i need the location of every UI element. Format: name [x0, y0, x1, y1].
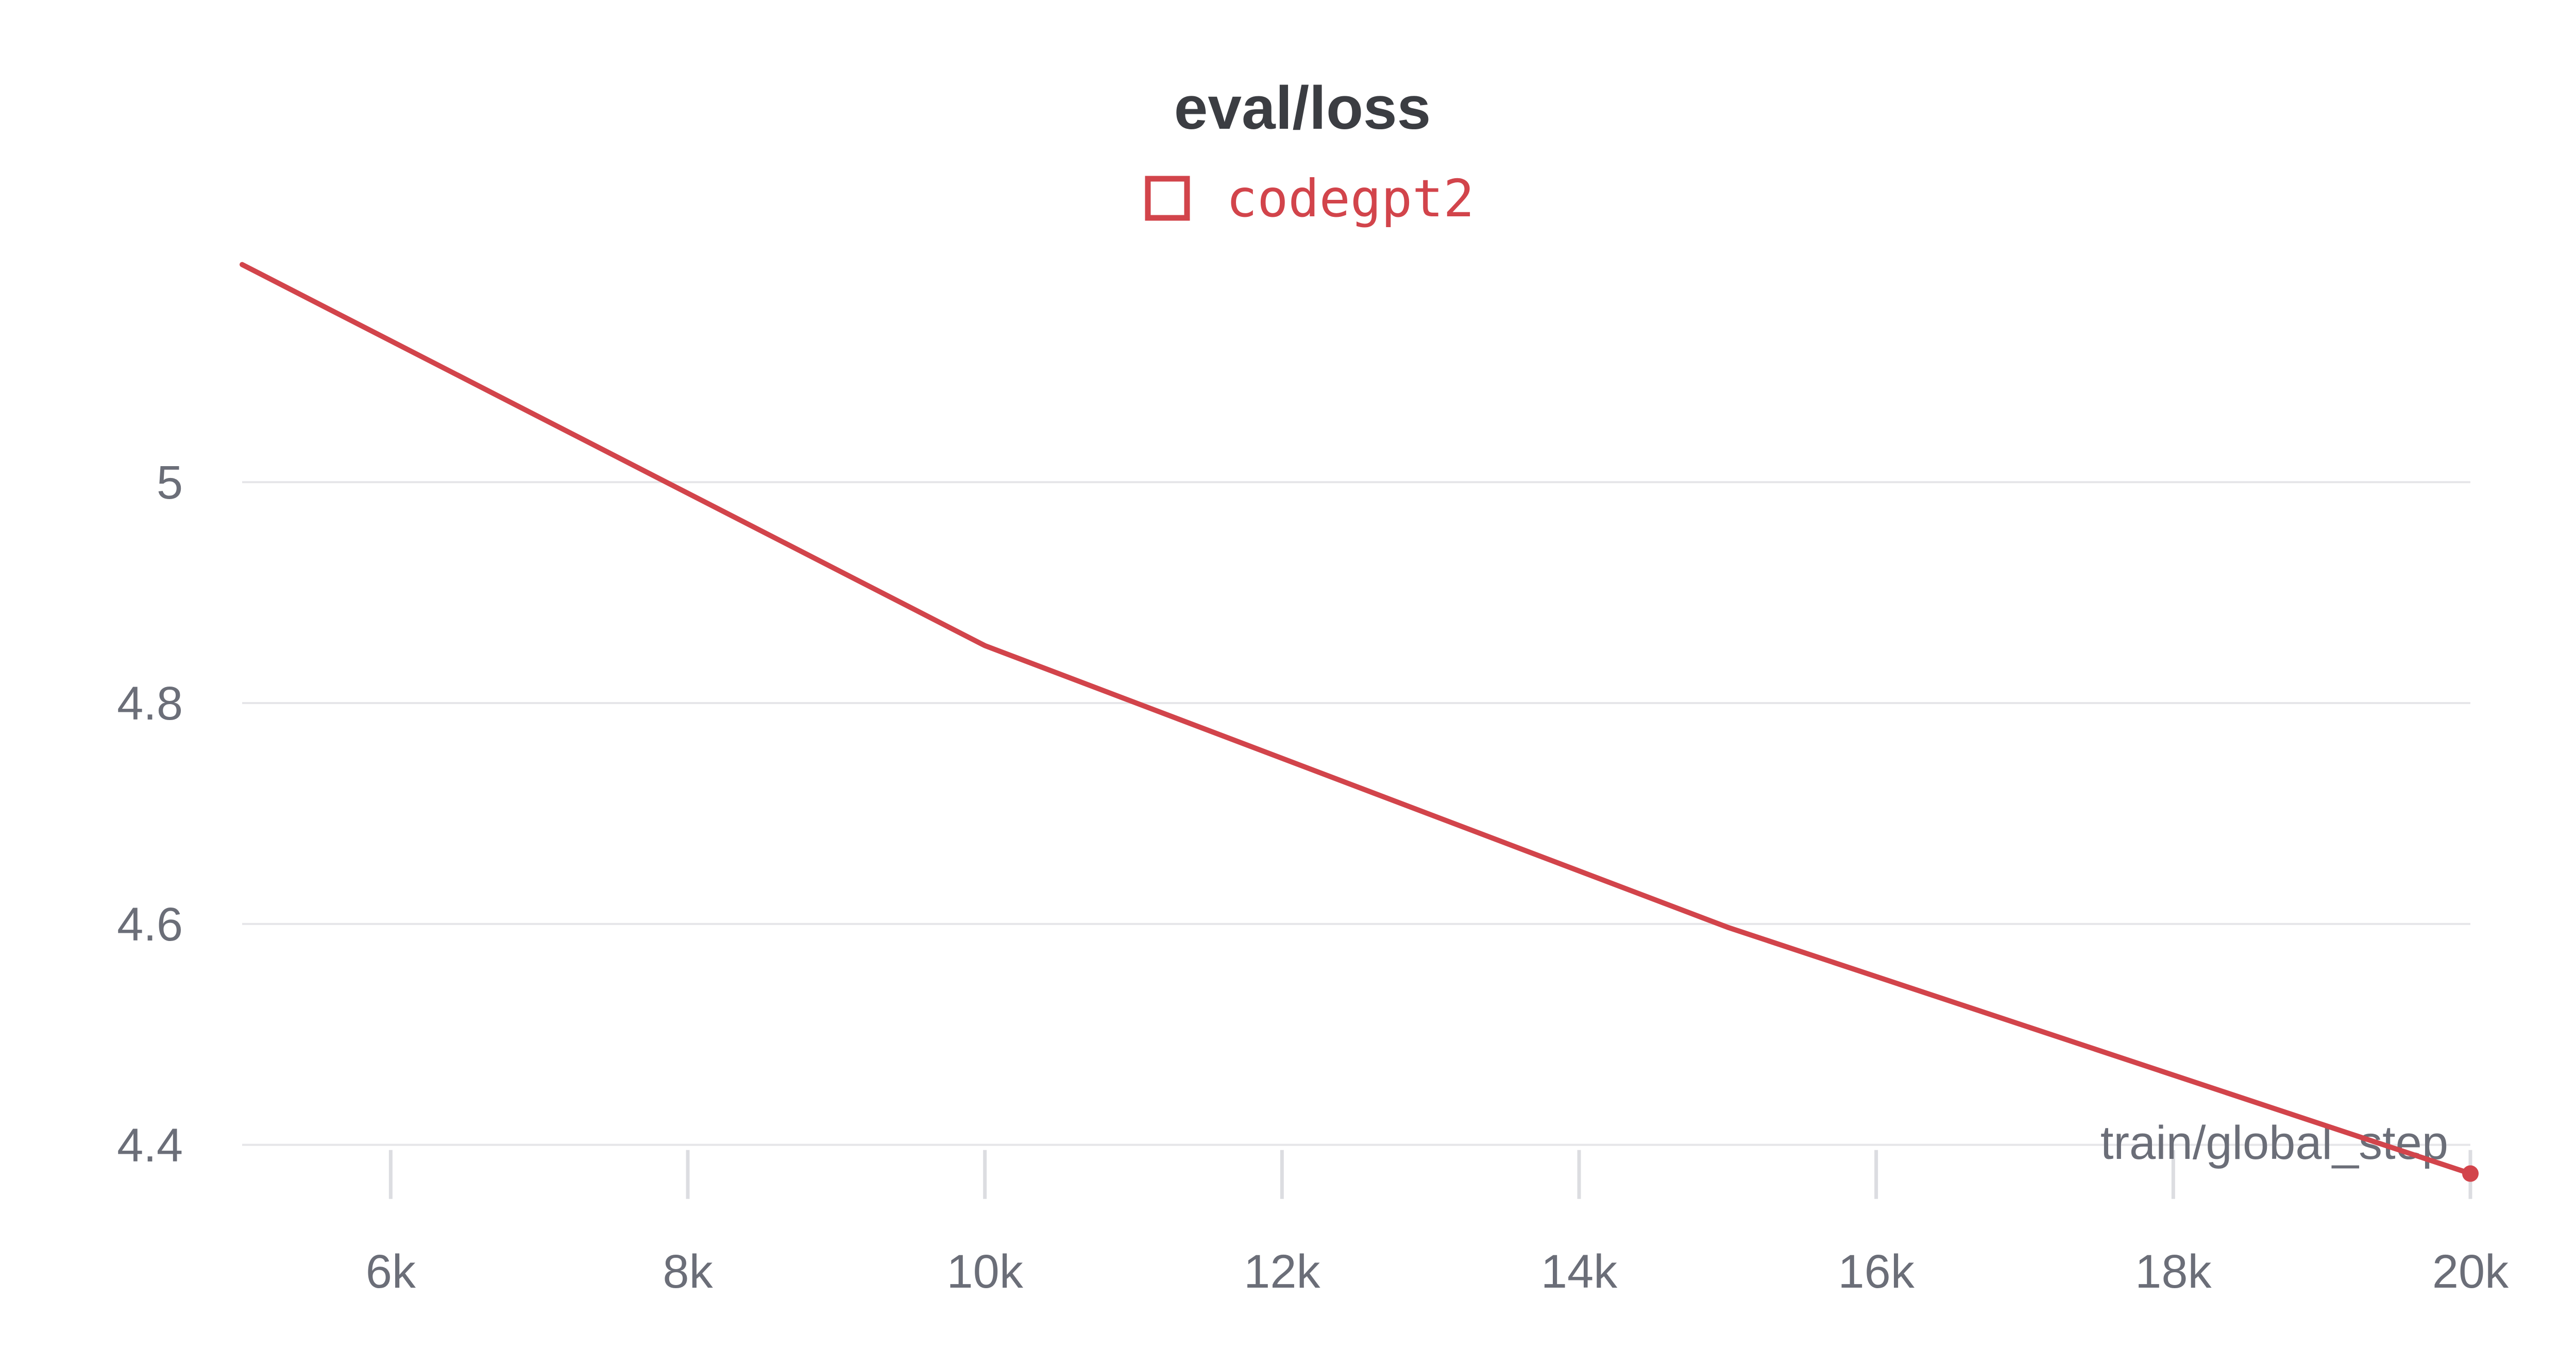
x-tick-label: 18k	[2135, 1245, 2212, 1298]
x-tick-label: 20k	[2432, 1245, 2509, 1298]
x-axis-tick-labels: 6k 8k 10k 12k 14k 16k 18k 20k	[366, 1245, 2509, 1298]
series-line	[240, 262, 2473, 1176]
x-tick-label: 12k	[1244, 1245, 1320, 1298]
legend-swatch	[1145, 176, 1190, 221]
y-tick-label: 4.6	[117, 898, 183, 951]
x-tick-label: 16k	[1838, 1245, 1914, 1298]
x-tick-label: 10k	[946, 1245, 1023, 1298]
legend[interactable]: codegpt2	[1145, 168, 1475, 229]
x-tick-label: 6k	[366, 1245, 416, 1298]
grid-lines	[242, 481, 2470, 1146]
y-tick-label: 4.8	[117, 677, 183, 730]
y-tick-label: 4.4	[117, 1119, 183, 1172]
chart-title: eval/loss	[1174, 74, 1431, 142]
x-tick-label: 14k	[1541, 1245, 1618, 1298]
y-tick-label: 5	[157, 456, 183, 509]
legend-label: codegpt2	[1226, 168, 1475, 229]
x-tick-label: 8k	[663, 1245, 713, 1298]
series-layer[interactable]	[240, 262, 2479, 1182]
y-axis-tick-labels: 4.4 4.6 4.8 5	[117, 456, 183, 1172]
x-axis-ticks	[388, 1150, 2472, 1199]
series-endpoint-marker	[2462, 1165, 2479, 1182]
x-axis-title: train/global_step	[2100, 1117, 2448, 1169]
